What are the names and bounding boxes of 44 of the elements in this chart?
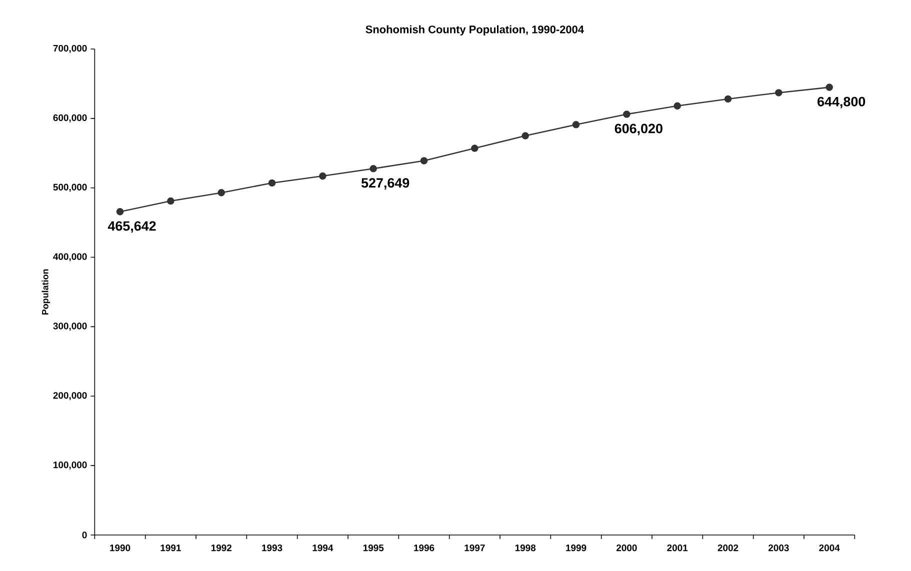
point — [572, 121, 580, 128]
data-label: 527,649 — [361, 178, 410, 190]
x-tick-label: 2002 — [718, 544, 738, 552]
point — [268, 179, 276, 187]
x-tick-label: 1993 — [262, 544, 282, 552]
y-tick-label: 100,000 — [54, 462, 87, 470]
x-tick-label: 1998 — [515, 544, 536, 552]
y-tick-label: 200,000 — [53, 392, 87, 400]
y-axis-title: Population — [42, 269, 50, 315]
point — [674, 102, 681, 110]
data-label: 644,800 — [818, 96, 866, 108]
x-tick-label: 1994 — [312, 544, 334, 552]
point — [522, 132, 529, 140]
point — [775, 89, 782, 96]
y-tick-label: 700,000 — [53, 44, 87, 54]
point — [420, 157, 428, 164]
x-tick-label: 2003 — [768, 544, 789, 552]
x-tick-label: 1992 — [211, 544, 232, 552]
x-tick-label: 1995 — [363, 544, 384, 552]
y-tick-label: 0 — [82, 532, 87, 538]
data-label: 465,642 — [108, 221, 156, 233]
point — [623, 110, 630, 118]
x-tick-label: 1997 — [464, 544, 485, 552]
point — [167, 197, 174, 205]
point — [724, 95, 732, 103]
x-tick-label: 1999 — [566, 544, 586, 552]
data-label: 606,020 — [614, 124, 662, 136]
x-tick-label: 2000 — [616, 544, 637, 552]
y-tick-label: 600,000 — [53, 114, 87, 122]
x-tick-label: 1990 — [110, 544, 130, 552]
chart-title: Snohomish County Population, 1990-2004 — [366, 25, 584, 36]
y-tick-label: 300,000 — [53, 322, 87, 331]
x-tick-label: 1996 — [414, 544, 434, 552]
y-tick-label: 500,000 — [53, 184, 87, 192]
point — [826, 84, 833, 91]
x-tick-label: 2004 — [819, 544, 840, 552]
point — [319, 172, 326, 180]
point — [116, 208, 124, 216]
y-tick-label: 400,000 — [53, 253, 87, 262]
point — [370, 164, 377, 172]
point — [218, 189, 225, 196]
x-tick-label: 1991 — [160, 544, 181, 552]
x-tick-label: 2001 — [667, 544, 688, 552]
point — [471, 144, 478, 152]
